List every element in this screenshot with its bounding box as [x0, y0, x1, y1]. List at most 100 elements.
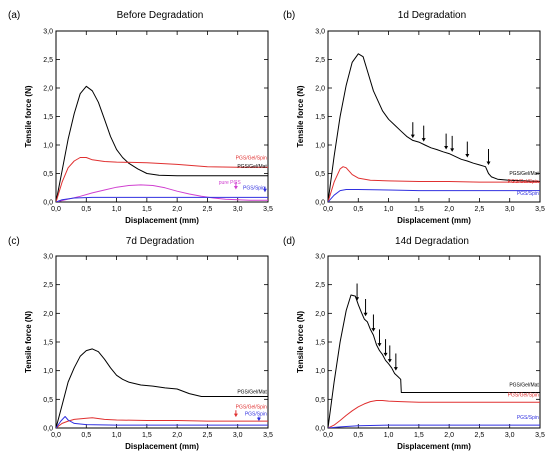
arrow-head [363, 312, 368, 317]
panel-letter: (c) [8, 236, 20, 247]
arrow-head [486, 161, 491, 165]
x-tick-label: 2,5 [203, 206, 213, 213]
plot-frame [55, 30, 269, 203]
y-tick-label: 2,0 [43, 311, 53, 318]
y-tick-label: 2,5 [43, 57, 53, 64]
y-tick-label: 3,0 [315, 254, 325, 261]
y-axis-label: Tensile force (N) [296, 311, 305, 373]
y-tick-label: 2,5 [43, 282, 53, 289]
series-line-pgs-gel-mat [328, 53, 540, 202]
x-tick-label: 0,5 [81, 432, 91, 439]
series-line-pgs-gel-spin [56, 417, 268, 428]
series-label-pgs-gel-spin: PGS/Gel/Spin [508, 179, 539, 185]
y-tick-label: 2,0 [315, 311, 325, 318]
arrow-head [262, 188, 267, 193]
y-tick-label: 0,0 [43, 426, 53, 433]
arrow-head [371, 328, 376, 332]
y-tick-label: 2,0 [43, 86, 53, 93]
y-axis-label: Tensile force (N) [24, 311, 33, 373]
x-tick-label: 0,0 [51, 432, 61, 439]
series-label-pgs-gel-spin: PGS/Gel/Spin [508, 392, 539, 398]
x-tick-label: 1,0 [112, 206, 122, 213]
series-label-pgs-spin: PGS/Spin [243, 185, 265, 191]
y-tick-label: 3,0 [43, 254, 53, 261]
x-tick-label: 2,0 [444, 206, 454, 213]
y-tick-label: 1,5 [315, 114, 325, 121]
x-tick-label: 3,5 [263, 206, 273, 213]
panel-letter: (d) [283, 236, 295, 247]
panel-title: 1d Degradation [398, 10, 466, 21]
x-tick-label: 0,5 [353, 206, 363, 213]
arrow-head [387, 359, 392, 363]
x-tick-label: 1,0 [112, 432, 122, 439]
y-tick-label: 0,0 [315, 200, 325, 207]
x-tick-label: 0,5 [81, 206, 91, 213]
x-tick-label: 0,0 [323, 206, 333, 213]
arrow-head [355, 297, 360, 301]
y-axis-label: Tensile force (N) [296, 85, 305, 147]
series-label-pure-pgs: pure PGS [219, 180, 242, 186]
arrow-head [377, 343, 382, 347]
arrow-head [393, 367, 398, 371]
x-tick-label: 0,5 [353, 432, 363, 439]
series-line-pgs-gel-spin [56, 157, 268, 202]
series-group [328, 53, 540, 202]
series-line-pgs-spin [328, 189, 540, 202]
arrow-head [233, 413, 238, 418]
chart-panel-1: (a) Before Degradation 0,0 0,5 1,0 1,5 2,0 2,5 3… [8, 10, 273, 225]
y-tick-label: 1,0 [43, 368, 53, 375]
series-label-pgs-gel-mat: PGS/Gel/Mat [237, 164, 267, 170]
series-label-pgs-spin: PGS/Spin [517, 191, 539, 197]
y-tick-label: 2,0 [315, 86, 325, 93]
y-tick-label: 0,5 [43, 397, 53, 404]
y-tick-label: 0,5 [43, 171, 53, 178]
chart-panel-2: (b) 1d Degradation 0,0 0,5 1,0 1,5 2,0 2,5 3,0 3,… [283, 10, 545, 225]
x-tick-label: 3,5 [535, 206, 545, 213]
x-tick-label: 1,5 [414, 206, 424, 213]
series-group [56, 348, 268, 428]
series-label-pgs-spin: PGS/Spin [245, 411, 267, 417]
x-tick-label: 3,5 [535, 432, 545, 439]
x-tick-label: 0,0 [51, 206, 61, 213]
series-group [328, 294, 540, 428]
y-tick-label: 1,0 [43, 143, 53, 150]
y-tick-label: 0,5 [315, 397, 325, 404]
series-line-pgs-gel-mat [56, 85, 268, 202]
chart-panel-3: (c) 7d Degradation 0,0 0,5 1,0 1,5 2,0 2,5 3,0 3,… [8, 236, 273, 451]
y-tick-label: 0,0 [43, 200, 53, 207]
x-axis-label: Displacement (mm) [397, 442, 471, 451]
y-axis-label: Tensile force (N) [24, 85, 33, 147]
arrow-head [383, 352, 388, 357]
series-label-pgs-gel-mat: PGS/Gel/Mat [509, 383, 539, 389]
y-tick-label: 1,0 [315, 143, 325, 150]
arrow-head [410, 134, 415, 139]
x-tick-label: 1,5 [142, 206, 152, 213]
x-tick-label: 2,0 [444, 432, 454, 439]
x-tick-label: 2,5 [475, 206, 485, 213]
panel-letter: (b) [283, 10, 295, 21]
panel-title: 14d Degradation [395, 236, 469, 247]
x-tick-label: 3,0 [505, 432, 515, 439]
series-line-pgs-spin [56, 196, 268, 202]
y-tick-label: 1,5 [315, 340, 325, 347]
x-tick-label: 3,0 [505, 206, 515, 213]
y-tick-label: 1,5 [43, 340, 53, 347]
y-tick-label: 0,0 [315, 426, 325, 433]
series-label-pgs-gel-mat: PGS/Gel/Mat [237, 390, 267, 396]
x-tick-label: 3,0 [233, 206, 243, 213]
series-line-pgs-gel-spin [328, 400, 540, 428]
series-label-pgs-gel-mat: PGS/Gel/Mat [509, 171, 539, 177]
series-group [56, 85, 268, 202]
y-tick-label: 2,5 [315, 57, 325, 64]
panel-letter: (a) [8, 10, 20, 21]
series-line-pgs-gel-mat [328, 294, 540, 428]
y-tick-label: 1,5 [43, 114, 53, 121]
y-tick-label: 2,5 [315, 282, 325, 289]
arrow-head [465, 154, 470, 158]
arrow-head [256, 417, 261, 422]
arrow-head [444, 146, 449, 150]
series-line-pgs-gel-spin [328, 166, 540, 202]
x-tick-label: 1,5 [414, 432, 424, 439]
arrow-head [421, 138, 426, 142]
x-tick-label: 2,0 [172, 206, 182, 213]
